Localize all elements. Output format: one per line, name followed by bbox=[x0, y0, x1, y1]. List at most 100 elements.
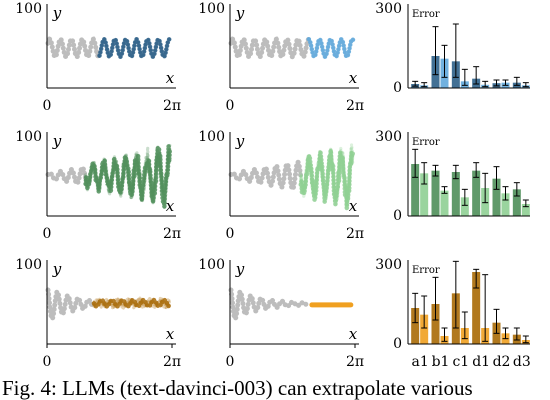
history-series bbox=[45, 287, 97, 322]
history-series bbox=[228, 287, 312, 322]
x-tick-label: 2π bbox=[346, 226, 364, 242]
chart-panel-r3-c1: 100 y x 0 2π bbox=[15, 257, 181, 370]
y-tick-label: 0 bbox=[393, 80, 402, 96]
x-tick-label: 0 bbox=[226, 226, 235, 242]
figure: 100 y x 0 2π 100 y x 0 2π 300 0 Error 100 y x 0 2π 100 y x 0 2… bbox=[15, 1, 531, 370]
history-series bbox=[228, 36, 312, 60]
bar bbox=[431, 304, 440, 344]
y-tick-label: 100 bbox=[198, 129, 225, 145]
y-tick-label: 100 bbox=[15, 129, 42, 145]
y-axis-label: y bbox=[52, 4, 62, 22]
bar bbox=[411, 164, 420, 216]
bar bbox=[440, 190, 449, 216]
x-tick-label: d2 bbox=[493, 354, 511, 370]
prediction-sample bbox=[97, 37, 172, 59]
prediction-sample bbox=[84, 143, 172, 205]
prediction-sample bbox=[84, 147, 172, 205]
x-tick-label: a1 bbox=[412, 354, 429, 370]
x-tick-label: b1 bbox=[432, 354, 450, 370]
prediction-sample bbox=[97, 36, 173, 60]
bar bbox=[420, 173, 429, 216]
x-axis-label: x bbox=[166, 69, 175, 87]
prediction-sample bbox=[307, 37, 355, 59]
prediction-sample bbox=[84, 146, 172, 203]
chart-panel-r1-c2: 100 y x 0 2π bbox=[198, 1, 364, 114]
prediction-series bbox=[83, 143, 173, 208]
chart-panel-r2-c1: 100 y x 0 2π bbox=[15, 129, 181, 242]
prediction-series bbox=[97, 36, 173, 60]
x-tick-label: 2π bbox=[346, 98, 364, 114]
y-tick-label: 100 bbox=[198, 257, 225, 273]
y-axis-label: y bbox=[235, 4, 245, 22]
y-tick-label: 0 bbox=[393, 208, 402, 224]
x-tick-label: 2π bbox=[163, 354, 181, 370]
prediction-sample bbox=[299, 149, 355, 205]
prediction-sample bbox=[92, 292, 172, 315]
y-tick-label: 0 bbox=[393, 336, 402, 352]
chart-title: Error bbox=[412, 9, 440, 20]
prediction-sample bbox=[83, 145, 173, 207]
x-tick-label: d3 bbox=[513, 354, 531, 370]
chart-panel-r3-c2: 100 y x 0 2π bbox=[198, 257, 364, 370]
y-tick-label: 100 bbox=[15, 257, 42, 273]
prediction-sample bbox=[307, 37, 355, 59]
prediction-sample bbox=[92, 295, 172, 311]
bar bbox=[501, 193, 510, 216]
prediction-sample bbox=[298, 148, 356, 209]
x-tick-label: 0 bbox=[226, 98, 235, 114]
prediction-sample bbox=[84, 152, 172, 203]
prediction-series bbox=[309, 302, 354, 308]
x-axis-label: x bbox=[349, 325, 358, 343]
prediction-series bbox=[298, 144, 356, 211]
x-axis-label: x bbox=[349, 69, 358, 87]
x-tick-label: 2π bbox=[346, 354, 364, 370]
history-series bbox=[228, 159, 304, 192]
x-axis-label: x bbox=[166, 197, 175, 215]
prediction-sample bbox=[307, 37, 355, 59]
x-tick-label: d1 bbox=[472, 354, 490, 370]
history-series bbox=[45, 36, 102, 60]
bar bbox=[472, 272, 481, 344]
prediction-sample bbox=[299, 148, 355, 208]
chart-panel-r1-c1: 100 y x 0 2π bbox=[15, 1, 181, 114]
y-tick-label: 300 bbox=[375, 1, 402, 17]
bar bbox=[411, 308, 420, 344]
chart-panel-r2-c2: 100 y x 0 2π bbox=[198, 129, 364, 242]
chart-panel-r2-c3: 300 0 Error bbox=[375, 129, 530, 224]
x-tick-label: 0 bbox=[43, 98, 52, 114]
prediction-sample bbox=[299, 146, 355, 205]
prediction-sample bbox=[299, 148, 355, 211]
bar bbox=[521, 204, 530, 216]
chart-title: Error bbox=[412, 137, 440, 148]
history-series bbox=[45, 165, 88, 187]
bar bbox=[431, 170, 440, 216]
x-tick-label: 0 bbox=[43, 226, 52, 242]
prediction-series bbox=[91, 292, 173, 315]
chart-title: Error bbox=[412, 265, 440, 276]
prediction-sample bbox=[97, 37, 172, 59]
prediction-sample bbox=[92, 292, 172, 312]
y-tick-label: 100 bbox=[15, 1, 42, 17]
chart-panel-r3-c3: a1 b1 c1 d1 d2 d3 300 0 Error bbox=[375, 257, 531, 370]
chart-panel-r1-c3: 300 0 Error bbox=[375, 1, 530, 96]
bar bbox=[472, 170, 481, 216]
figure-caption: Fig. 4: LLMs (text-davinci-003) can extr… bbox=[2, 376, 473, 400]
bar bbox=[451, 172, 460, 216]
y-axis-label: y bbox=[52, 260, 62, 278]
bar bbox=[512, 189, 521, 216]
y-tick-label: 100 bbox=[198, 1, 225, 17]
prediction-sample bbox=[91, 297, 173, 309]
y-axis-label: y bbox=[235, 132, 245, 150]
x-tick-label: 0 bbox=[226, 354, 235, 370]
y-tick-label: 300 bbox=[375, 257, 402, 273]
bar bbox=[460, 197, 469, 216]
bar bbox=[492, 178, 501, 216]
prediction-band bbox=[309, 302, 354, 308]
y-tick-label: 300 bbox=[375, 129, 402, 145]
x-tick-label: 2π bbox=[163, 98, 181, 114]
bar bbox=[420, 314, 429, 344]
x-axis-label: x bbox=[349, 197, 358, 215]
x-tick-label: 2π bbox=[163, 226, 181, 242]
y-axis-label: y bbox=[52, 132, 62, 150]
y-axis-label: y bbox=[235, 260, 245, 278]
